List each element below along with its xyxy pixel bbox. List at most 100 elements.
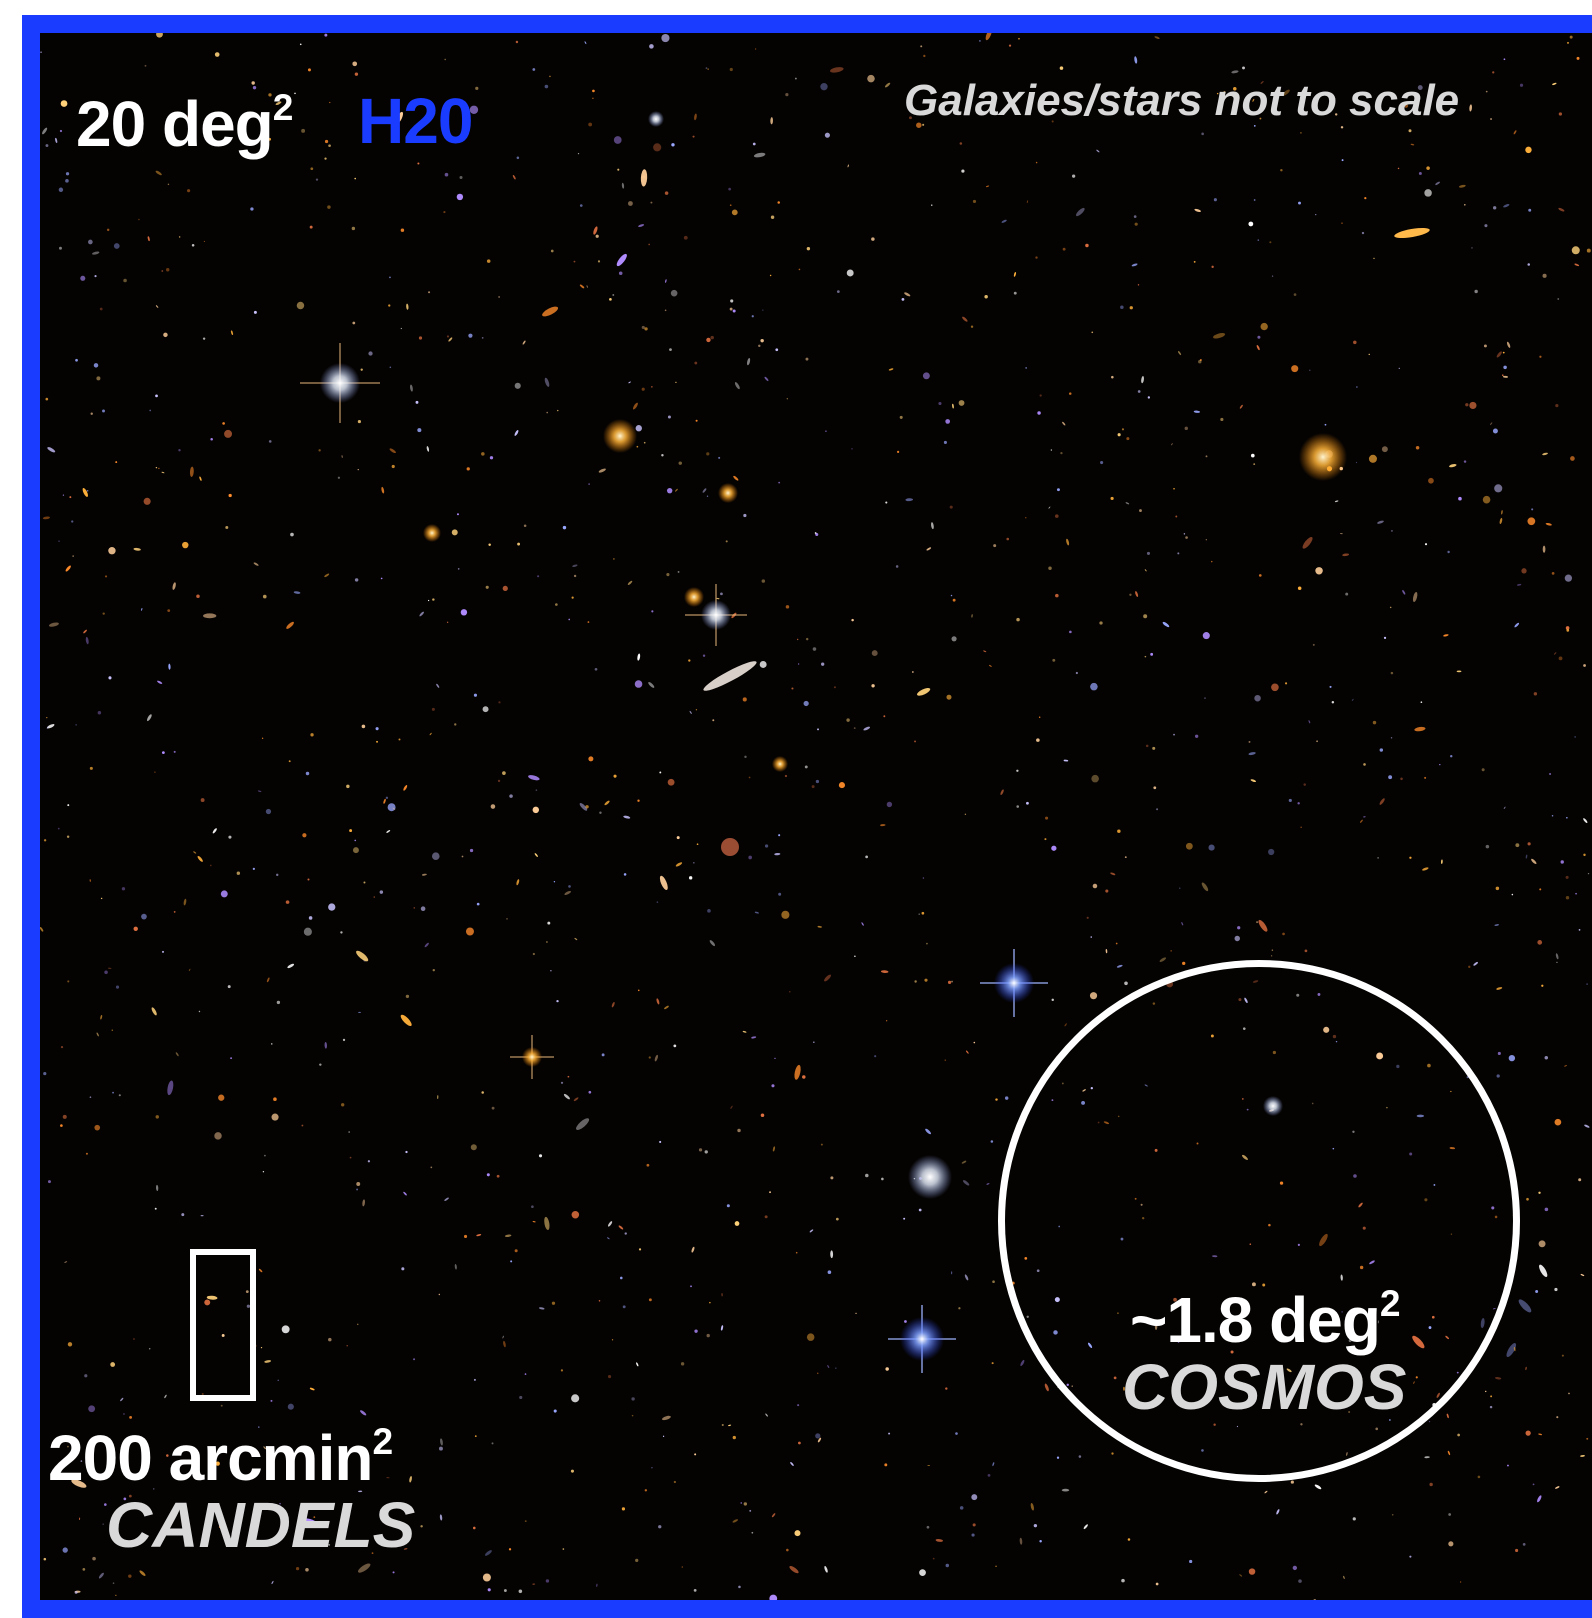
faint-galaxy bbox=[1153, 786, 1157, 790]
faint-galaxy bbox=[1409, 1555, 1412, 1558]
faint-galaxy bbox=[395, 111, 404, 124]
faint-galaxy bbox=[1115, 942, 1118, 945]
faint-galaxy bbox=[791, 687, 794, 690]
faint-galaxy bbox=[79, 1517, 81, 1521]
faint-galaxy bbox=[93, 363, 99, 368]
faint-galaxy bbox=[1542, 452, 1548, 456]
faint-galaxy bbox=[912, 671, 914, 673]
faint-galaxy bbox=[635, 1558, 639, 1563]
faint-galaxy bbox=[1489, 1405, 1493, 1409]
faint-galaxy bbox=[1554, 1118, 1562, 1126]
faint-galaxy bbox=[1055, 593, 1059, 598]
faint-galaxy bbox=[252, 85, 257, 90]
faint-galaxy bbox=[89, 766, 93, 770]
faint-galaxy bbox=[835, 1367, 837, 1369]
faint-galaxy bbox=[102, 612, 105, 615]
faint-galaxy bbox=[588, 483, 590, 485]
faint-galaxy bbox=[230, 1057, 233, 1060]
faint-galaxy bbox=[656, 998, 660, 1005]
faint-galaxy bbox=[680, 1362, 685, 1366]
faint-galaxy bbox=[167, 1080, 174, 1096]
faint-galaxy bbox=[962, 316, 968, 322]
faint-galaxy bbox=[354, 72, 359, 76]
faint-galaxy bbox=[1304, 949, 1308, 953]
faint-galaxy bbox=[689, 710, 692, 714]
faint-galaxy bbox=[1248, 1568, 1256, 1575]
faint-galaxy bbox=[1062, 247, 1066, 251]
faint-galaxy bbox=[246, 1304, 251, 1308]
faint-galaxy bbox=[1435, 181, 1440, 186]
faint-galaxy bbox=[751, 1531, 754, 1534]
faint-galaxy bbox=[584, 41, 587, 45]
faint-galaxy bbox=[1426, 166, 1430, 170]
faint-galaxy bbox=[924, 978, 928, 982]
faint-galaxy bbox=[666, 573, 670, 577]
faint-galaxy bbox=[612, 293, 615, 296]
faint-galaxy bbox=[432, 598, 435, 601]
faint-galaxy bbox=[734, 382, 740, 390]
faint-galaxy bbox=[694, 1453, 697, 1456]
faint-galaxy bbox=[599, 811, 602, 814]
faint-galaxy bbox=[861, 922, 864, 926]
faint-galaxy bbox=[1178, 351, 1182, 356]
faint-galaxy bbox=[1066, 538, 1070, 546]
faint-galaxy bbox=[1204, 697, 1206, 699]
faint-galaxy bbox=[92, 251, 100, 255]
faint-galaxy bbox=[1250, 779, 1257, 783]
faint-galaxy bbox=[1532, 1483, 1535, 1486]
faint-galaxy bbox=[931, 204, 933, 206]
faint-galaxy bbox=[918, 1208, 922, 1212]
faint-galaxy bbox=[678, 461, 682, 465]
faint-galaxy bbox=[560, 1369, 564, 1372]
faint-galaxy bbox=[716, 597, 720, 600]
faint-galaxy bbox=[1194, 208, 1201, 212]
faint-galaxy bbox=[1566, 816, 1568, 819]
faint-galaxy bbox=[592, 97, 594, 99]
faint-galaxy bbox=[1091, 774, 1099, 783]
faint-galaxy bbox=[675, 862, 683, 867]
faint-galaxy bbox=[669, 348, 672, 352]
faint-galaxy bbox=[534, 853, 538, 857]
faint-galaxy bbox=[1016, 805, 1020, 808]
faint-galaxy bbox=[789, 1565, 799, 1574]
faint-galaxy bbox=[593, 226, 598, 235]
faint-galaxy bbox=[1156, 808, 1159, 811]
faint-galaxy bbox=[574, 937, 578, 941]
faint-galaxy bbox=[528, 775, 540, 781]
faint-galaxy bbox=[1133, 215, 1137, 218]
faint-galaxy bbox=[1557, 298, 1560, 300]
faint-galaxy bbox=[485, 585, 489, 589]
faint-galaxy bbox=[65, 565, 71, 572]
faint-galaxy bbox=[1211, 265, 1214, 269]
faint-galaxy bbox=[148, 1348, 151, 1350]
faint-galaxy bbox=[1303, 783, 1306, 786]
faint-galaxy bbox=[43, 1071, 47, 1076]
faint-galaxy bbox=[1135, 591, 1139, 597]
faint-galaxy bbox=[1037, 411, 1041, 415]
faint-galaxy bbox=[438, 1293, 441, 1296]
faint-galaxy bbox=[1000, 789, 1004, 796]
faint-galaxy bbox=[1313, 1599, 1317, 1600]
faint-galaxy bbox=[628, 381, 631, 384]
faint-galaxy bbox=[1152, 746, 1156, 750]
faint-galaxy bbox=[100, 897, 103, 900]
faint-galaxy bbox=[775, 348, 779, 352]
faint-galaxy bbox=[440, 1438, 443, 1446]
faint-galaxy bbox=[1056, 1456, 1060, 1459]
faint-galaxy bbox=[1183, 533, 1186, 535]
faint-galaxy bbox=[490, 804, 496, 809]
faint-galaxy bbox=[1025, 517, 1027, 519]
faint-galaxy bbox=[258, 1426, 260, 1428]
faint-galaxy bbox=[798, 1441, 801, 1445]
faint-galaxy bbox=[971, 1494, 978, 1501]
faint-galaxy bbox=[733, 475, 739, 481]
faint-galaxy bbox=[564, 890, 571, 896]
faint-galaxy bbox=[497, 779, 501, 783]
faint-galaxy bbox=[188, 968, 191, 972]
faint-galaxy bbox=[200, 1215, 204, 1217]
faint-galaxy bbox=[764, 1215, 768, 1219]
faint-galaxy bbox=[1391, 1513, 1394, 1516]
faint-galaxy bbox=[935, 1539, 943, 1542]
faint-galaxy bbox=[638, 1248, 642, 1251]
faint-galaxy bbox=[405, 994, 410, 999]
